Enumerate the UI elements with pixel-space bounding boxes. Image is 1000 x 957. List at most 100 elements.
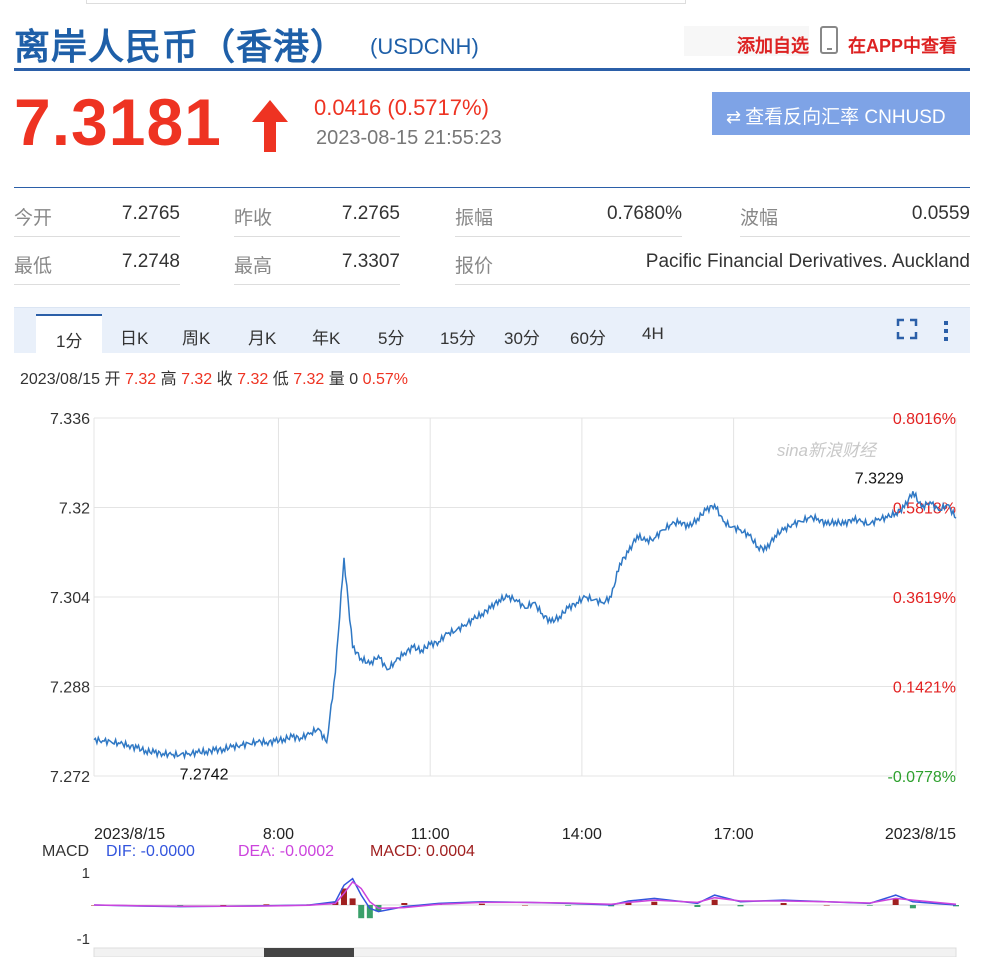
macd-histogram-bar — [866, 905, 873, 906]
navigator-handle — [264, 948, 354, 957]
tab-30min[interactable]: 30分 — [504, 329, 540, 348]
ohlc-close-label: 收 — [216, 371, 233, 388]
watermark-logo: sina新浪财经 — [777, 441, 878, 460]
quote-rule — [14, 236, 180, 237]
range-value: 0.0559 — [911, 203, 970, 224]
tab-yearly[interactable]: 年K — [312, 329, 341, 348]
low-annotation: 7.2742 — [180, 767, 229, 784]
prev-close-label: 昨收 — [234, 208, 273, 229]
tab-60min[interactable]: 60分 — [570, 329, 606, 348]
tab-weekly[interactable]: 周K — [182, 329, 211, 348]
ohlc-date: 2023/08/15 — [20, 371, 101, 388]
pct-tick-label: 0.8016% — [893, 411, 956, 428]
y-tick-label: 7.336 — [50, 411, 90, 428]
macd-histogram-bar — [892, 898, 899, 905]
quote-rule — [455, 236, 682, 237]
macd-legend-macd: MACD: 0.0004 — [370, 843, 475, 860]
tab-monthly[interactable]: 月K — [248, 329, 277, 348]
ohlc-low: 7.32 — [293, 371, 325, 388]
macd-histogram-bar — [220, 905, 227, 906]
x-tick-label: 14:00 — [562, 826, 602, 843]
add-watchlist-label: 添加自选 — [737, 36, 809, 56]
quote-rule — [14, 284, 180, 285]
x-tick-label: 2023/8/15 — [94, 826, 165, 843]
ohlc-open-label: 开 — [104, 371, 121, 388]
view-in-app-link[interactable]: 在APP中查看 — [848, 36, 958, 56]
ohlc-open: 7.32 — [125, 371, 157, 388]
tab-daily[interactable]: 日K — [120, 329, 149, 348]
macd-histogram-bar — [263, 904, 270, 905]
macd-y-tick: -1 — [77, 931, 90, 948]
search-bar-edge — [86, 0, 686, 4]
swap-icon: ⇄ — [726, 107, 742, 127]
tab-4h[interactable]: 4H — [642, 324, 664, 343]
macd-histogram-bar — [711, 899, 718, 905]
x-tick-label: 11:00 — [411, 826, 450, 843]
macd-histogram-bar — [953, 905, 959, 907]
pct-tick-label: 0.3619% — [893, 590, 956, 607]
macd-y-tick: 1 — [82, 865, 90, 882]
title-row: 离岸人民币（香港） (USDCNH) 添加自选 在APP中查看 — [14, 18, 970, 68]
period-tabs: 1分 日K 周K 月K 年K 5分 15分 30分 60分 4H — [14, 307, 970, 354]
phone-icon — [820, 26, 838, 54]
open-value: 7.2765 — [121, 203, 180, 224]
macd-histogram-bar — [401, 903, 408, 905]
amplitude-label: 振幅 — [455, 208, 494, 229]
price-line-series — [93, 491, 957, 761]
macd-histogram-bar — [909, 905, 916, 909]
ohlc-high-label: 高 — [160, 371, 177, 388]
price-change: 0.0416 (0.5717%) — [314, 95, 489, 120]
quote-rule — [455, 284, 970, 285]
macd-histogram-bar — [478, 903, 485, 905]
arrow-up-icon — [252, 100, 288, 152]
high-value: 7.3307 — [341, 251, 400, 272]
time-navigator — [93, 947, 957, 957]
macd-histogram-bar — [349, 898, 356, 905]
x-tick-label: 2023/8/15 — [885, 826, 956, 843]
quote-rule — [740, 236, 970, 237]
macd-legend-dea: DEA: -0.0002 — [238, 843, 334, 860]
quoter-value: Pacific Financial Derivatives. Auckland — [645, 251, 970, 272]
tab-15min[interactable]: 15分 — [440, 329, 476, 348]
ohlc-low-label: 低 — [272, 371, 289, 388]
macd-histogram-bar — [823, 905, 830, 906]
macd-histogram-bar — [737, 905, 744, 907]
pct-tick-label: 0.1421% — [893, 680, 956, 697]
macd-histogram-bar — [177, 905, 184, 906]
pct-tick-label: -0.0778% — [888, 769, 957, 786]
y-tick-label: 7.32 — [59, 501, 90, 518]
macd-histogram-bar — [625, 902, 632, 905]
last-price: 7.3181 — [14, 85, 222, 159]
quote-rule — [234, 284, 400, 285]
price-chart[interactable]: 7.3367.327.3047.2887.2720.8016%0.5818%0.… — [0, 390, 1000, 957]
quoter-label: 报价 — [455, 256, 494, 277]
ohlc-change-pct: 0.57% — [362, 371, 408, 388]
macd-legend-dif: DIF: -0.0000 — [106, 843, 195, 860]
open-label: 今开 — [14, 208, 53, 229]
low-label: 最低 — [14, 256, 53, 277]
ohlc-volume-label: 量 — [328, 371, 345, 388]
y-tick-label: 7.272 — [50, 769, 90, 786]
fullscreen-icon[interactable] — [896, 318, 918, 340]
quote-timestamp: 2023-08-15 21:55:23 — [316, 127, 502, 149]
quote-rule — [234, 236, 400, 237]
more-options-icon[interactable] — [944, 318, 950, 342]
macd-histogram-bar — [565, 905, 572, 906]
quote-divider — [14, 187, 970, 188]
ohlc-high: 7.32 — [181, 371, 213, 388]
ohlc-volume: 0 — [349, 371, 359, 388]
macd-dea-line — [93, 880, 957, 910]
high-annotation: 7.3229 — [855, 470, 904, 487]
macd-title: MACD — [42, 843, 89, 860]
add-watchlist-button[interactable]: 添加自选 — [684, 26, 809, 56]
macd-histogram-bar — [651, 901, 658, 905]
symbol-code: (USDCNH) — [370, 34, 479, 59]
macd-histogram-bar — [340, 888, 347, 905]
ohlc-close: 7.32 — [237, 371, 269, 388]
macd-histogram-bar — [694, 905, 701, 907]
macd-histogram-bar — [358, 905, 365, 919]
macd-histogram-bar — [780, 903, 787, 905]
tab-5min[interactable]: 5分 — [378, 329, 405, 348]
tab-1min[interactable]: 1分 — [36, 314, 103, 354]
reverse-rate-button[interactable]: ⇄ 查看反向汇率 CNHUSD — [712, 92, 970, 135]
